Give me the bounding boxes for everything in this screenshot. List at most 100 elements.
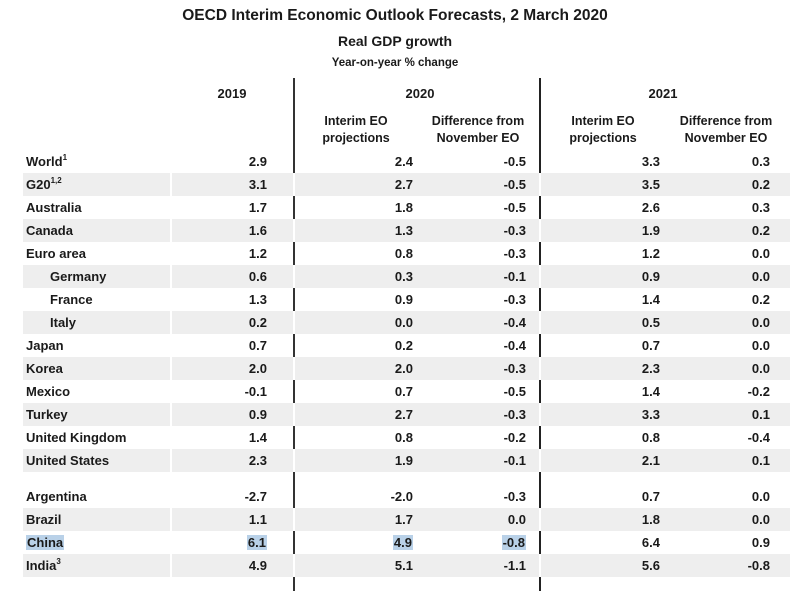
header-2021: 2021	[648, 86, 678, 101]
value-cell-d2021: 0.2	[684, 219, 770, 242]
value: 3.3	[641, 154, 660, 169]
value: 0.6	[248, 269, 267, 284]
value-cell-d2020: -0.1	[443, 265, 526, 288]
value: 3.1	[248, 177, 267, 192]
value: -0.8	[747, 558, 770, 573]
value: 0.2	[248, 315, 267, 330]
cell-separator	[170, 554, 172, 577]
header-2020-difference: Difference from November EO	[420, 113, 536, 147]
value-cell-d2020: -0.5	[443, 173, 526, 196]
value: 2.7	[394, 177, 413, 192]
cell-separator	[170, 219, 172, 242]
value-cell-p2020: 2.7	[320, 403, 413, 426]
value: 1.1	[248, 512, 267, 527]
value: 4.9	[248, 558, 267, 573]
value-cell-d2020: -0.3	[443, 219, 526, 242]
header-line: November EO	[684, 131, 768, 145]
value-cell-p2020: 0.7	[320, 380, 413, 403]
value-cell-p2021: 1.2	[567, 242, 660, 265]
cell-separator	[293, 403, 295, 426]
value: 1.8	[394, 200, 413, 215]
value: 2.3	[641, 361, 660, 376]
value: 0.7	[641, 338, 660, 353]
value-cell-v2019: 1.1	[223, 508, 267, 531]
value: -0.3	[503, 361, 526, 376]
value: 2.3	[248, 453, 267, 468]
value: 0.9	[248, 407, 267, 422]
value-cell-d2020: -0.1	[443, 449, 526, 472]
value: 1.9	[641, 223, 660, 238]
table-row: World1 2.9 2.4 -0.5 3.3 0.3	[23, 150, 790, 173]
value-cell-v2019: -0.1	[223, 380, 267, 403]
value-cell-v2019: 6.1	[223, 531, 267, 554]
value-cell-v2019: 2.9	[223, 150, 267, 173]
value-cell-p2021: 0.7	[567, 485, 660, 508]
cell-separator	[539, 449, 541, 472]
row-label: Australia	[26, 196, 82, 219]
value-cell-p2020: 5.1	[320, 554, 413, 577]
value: -0.3	[503, 223, 526, 238]
value-cell-d2021: 0.0	[684, 357, 770, 380]
value: 0.3	[751, 154, 770, 169]
country-name: Germany	[50, 269, 107, 284]
value-cell-d2021: 0.2	[684, 173, 770, 196]
value: -0.5	[503, 154, 526, 169]
row-label: G201,2	[26, 173, 62, 196]
value: 0.0	[751, 246, 770, 261]
value: -0.3	[503, 489, 526, 504]
value-cell-p2021: 2.1	[567, 449, 660, 472]
value: 0.0	[751, 361, 770, 376]
table-row: France 1.3 0.9 -0.3 1.4 0.2	[23, 288, 790, 311]
value: 1.8	[641, 512, 660, 527]
table-subtitle: Real GDP growth	[337, 33, 453, 49]
cell-separator	[170, 173, 172, 196]
country-name: Italy	[50, 315, 77, 330]
value-cell-d2020: -0.2	[443, 426, 526, 449]
value: 6.4	[641, 535, 660, 550]
cell-separator	[539, 357, 541, 380]
value-cell-d2021: 0.0	[684, 334, 770, 357]
value-cell-d2021: 0.0	[684, 485, 770, 508]
country-name: Canada	[26, 223, 73, 238]
cell-separator	[293, 449, 295, 472]
header-line: projections	[569, 131, 637, 145]
value: 5.6	[641, 558, 660, 573]
value-cell-v2019: 4.9	[223, 554, 267, 577]
value: 0.7	[641, 489, 660, 504]
row-label: Japan	[26, 334, 64, 357]
header-line: projections	[322, 131, 390, 145]
value: 0.3	[751, 200, 770, 215]
country-name: Australia	[26, 200, 82, 215]
value-cell-v2019: 1.7	[223, 196, 267, 219]
value-cell-d2020: -0.5	[443, 150, 526, 173]
country-name: France	[50, 292, 93, 307]
value-cell-p2020: 2.4	[320, 150, 413, 173]
cell-separator	[293, 219, 295, 242]
value-cell-d2020: -1.1	[443, 554, 526, 577]
value-cell-p2020: 1.7	[320, 508, 413, 531]
row-label: Euro area	[26, 242, 86, 265]
table-row: G201,2 3.1 2.7 -0.5 3.5 0.2	[23, 173, 790, 196]
row-label: World1	[26, 150, 67, 173]
value-cell-d2021: -0.4	[684, 426, 770, 449]
value: 4.9	[392, 535, 413, 550]
value: -0.8	[501, 535, 526, 550]
cell-separator	[539, 219, 541, 242]
footnote-marker: 3	[56, 556, 61, 566]
value-cell-d2020: -0.3	[443, 288, 526, 311]
value-cell-p2021: 1.4	[567, 288, 660, 311]
value-cell-v2019: 1.3	[223, 288, 267, 311]
value-cell-p2021: 1.4	[567, 380, 660, 403]
value-cell-p2021: 0.8	[567, 426, 660, 449]
value: 5.1	[394, 558, 413, 573]
value-cell-p2020: 1.9	[320, 449, 413, 472]
value-cell-v2019: 0.9	[223, 403, 267, 426]
value-cell-d2020: -0.8	[443, 531, 526, 554]
value: 2.0	[248, 361, 267, 376]
value: 2.0	[394, 361, 413, 376]
cell-separator	[170, 403, 172, 426]
value-cell-p2020: 2.7	[320, 173, 413, 196]
value: -0.5	[503, 384, 526, 399]
value: 0.5	[641, 315, 660, 330]
country-name: United Kingdom	[26, 430, 127, 445]
